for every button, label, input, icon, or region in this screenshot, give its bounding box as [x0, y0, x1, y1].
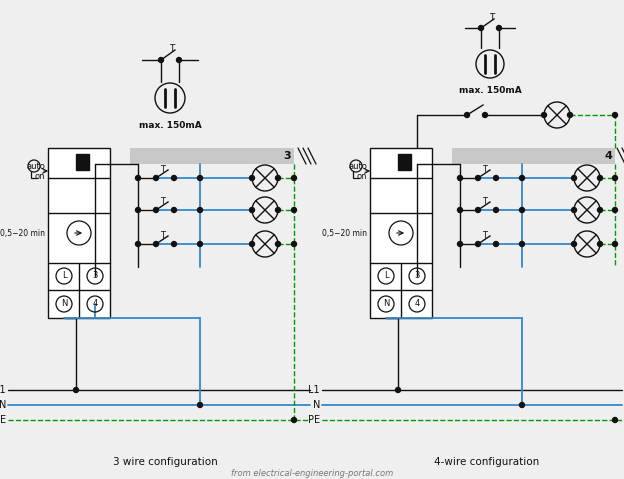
- Text: 3: 3: [283, 151, 291, 161]
- Circle shape: [172, 175, 177, 181]
- Text: 4: 4: [604, 151, 612, 161]
- Text: N: N: [61, 299, 67, 308]
- Circle shape: [475, 241, 480, 247]
- Circle shape: [276, 207, 281, 213]
- Circle shape: [291, 207, 296, 213]
- Text: T: T: [160, 164, 165, 173]
- Circle shape: [250, 207, 255, 213]
- Circle shape: [291, 418, 296, 422]
- Circle shape: [475, 207, 480, 213]
- Circle shape: [572, 207, 577, 213]
- Text: 4: 4: [414, 299, 419, 308]
- Text: T: T: [482, 230, 487, 240]
- Text: on: on: [356, 171, 367, 181]
- Text: 3: 3: [414, 272, 420, 281]
- Text: PE: PE: [0, 415, 6, 425]
- Circle shape: [475, 175, 480, 181]
- Bar: [130, 148, 294, 164]
- Circle shape: [457, 241, 462, 247]
- Text: auto: auto: [26, 161, 45, 171]
- Circle shape: [520, 241, 525, 247]
- Text: 4: 4: [92, 299, 97, 308]
- Circle shape: [464, 113, 469, 117]
- Text: 4-wire configuration: 4-wire configuration: [434, 457, 540, 467]
- Circle shape: [494, 207, 499, 213]
- Circle shape: [613, 175, 618, 181]
- Text: max. 150mA: max. 150mA: [139, 121, 202, 129]
- Circle shape: [198, 175, 203, 181]
- Text: 0,5−20 min: 0,5−20 min: [322, 228, 367, 238]
- Text: N: N: [313, 400, 320, 410]
- Bar: [48, 148, 110, 318]
- Circle shape: [154, 241, 158, 247]
- Circle shape: [396, 388, 401, 392]
- Circle shape: [172, 207, 177, 213]
- Circle shape: [482, 113, 487, 117]
- Circle shape: [567, 113, 572, 117]
- Circle shape: [154, 207, 158, 213]
- Circle shape: [613, 113, 618, 117]
- Circle shape: [613, 418, 618, 422]
- Text: from electrical-engineering-portal.com: from electrical-engineering-portal.com: [231, 469, 393, 479]
- Circle shape: [135, 241, 140, 247]
- Circle shape: [250, 241, 255, 247]
- Circle shape: [520, 402, 525, 408]
- Circle shape: [598, 207, 603, 213]
- Bar: [370, 148, 432, 318]
- Circle shape: [520, 207, 525, 213]
- Circle shape: [457, 207, 462, 213]
- Text: L: L: [62, 272, 66, 281]
- Text: T: T: [160, 196, 165, 205]
- Bar: [398, 154, 411, 170]
- Text: N: N: [0, 400, 6, 410]
- Text: 0,5−20 min: 0,5−20 min: [0, 228, 45, 238]
- Text: 3 wire configuration: 3 wire configuration: [112, 457, 217, 467]
- Text: T: T: [169, 44, 175, 53]
- Bar: [76, 154, 89, 170]
- Bar: [452, 148, 615, 164]
- Circle shape: [172, 241, 177, 247]
- Circle shape: [291, 175, 296, 181]
- Text: T: T: [482, 164, 487, 173]
- Text: L: L: [384, 272, 388, 281]
- Circle shape: [494, 241, 499, 247]
- Circle shape: [598, 241, 603, 247]
- Text: T: T: [482, 196, 487, 205]
- Circle shape: [198, 207, 203, 213]
- Text: T: T: [160, 230, 165, 240]
- Text: PE: PE: [308, 415, 320, 425]
- Circle shape: [177, 57, 182, 62]
- Text: on: on: [34, 171, 45, 181]
- Circle shape: [276, 241, 281, 247]
- Text: L1: L1: [0, 385, 6, 395]
- Circle shape: [135, 207, 140, 213]
- Circle shape: [494, 175, 499, 181]
- Circle shape: [250, 175, 255, 181]
- Circle shape: [457, 175, 462, 181]
- Circle shape: [154, 175, 158, 181]
- Text: T: T: [489, 12, 495, 22]
- Text: auto: auto: [348, 161, 367, 171]
- Circle shape: [198, 402, 203, 408]
- Text: L1: L1: [308, 385, 320, 395]
- Circle shape: [497, 25, 502, 31]
- Text: 3: 3: [92, 272, 98, 281]
- Circle shape: [291, 241, 296, 247]
- Text: max. 150mA: max. 150mA: [459, 85, 522, 94]
- Circle shape: [613, 241, 618, 247]
- Circle shape: [479, 25, 484, 31]
- Circle shape: [572, 241, 577, 247]
- Circle shape: [613, 207, 618, 213]
- Circle shape: [276, 175, 281, 181]
- Circle shape: [542, 113, 547, 117]
- Circle shape: [135, 175, 140, 181]
- Circle shape: [198, 241, 203, 247]
- Circle shape: [598, 175, 603, 181]
- Circle shape: [158, 57, 163, 62]
- Circle shape: [572, 175, 577, 181]
- Circle shape: [520, 175, 525, 181]
- Circle shape: [74, 388, 79, 392]
- Text: N: N: [383, 299, 389, 308]
